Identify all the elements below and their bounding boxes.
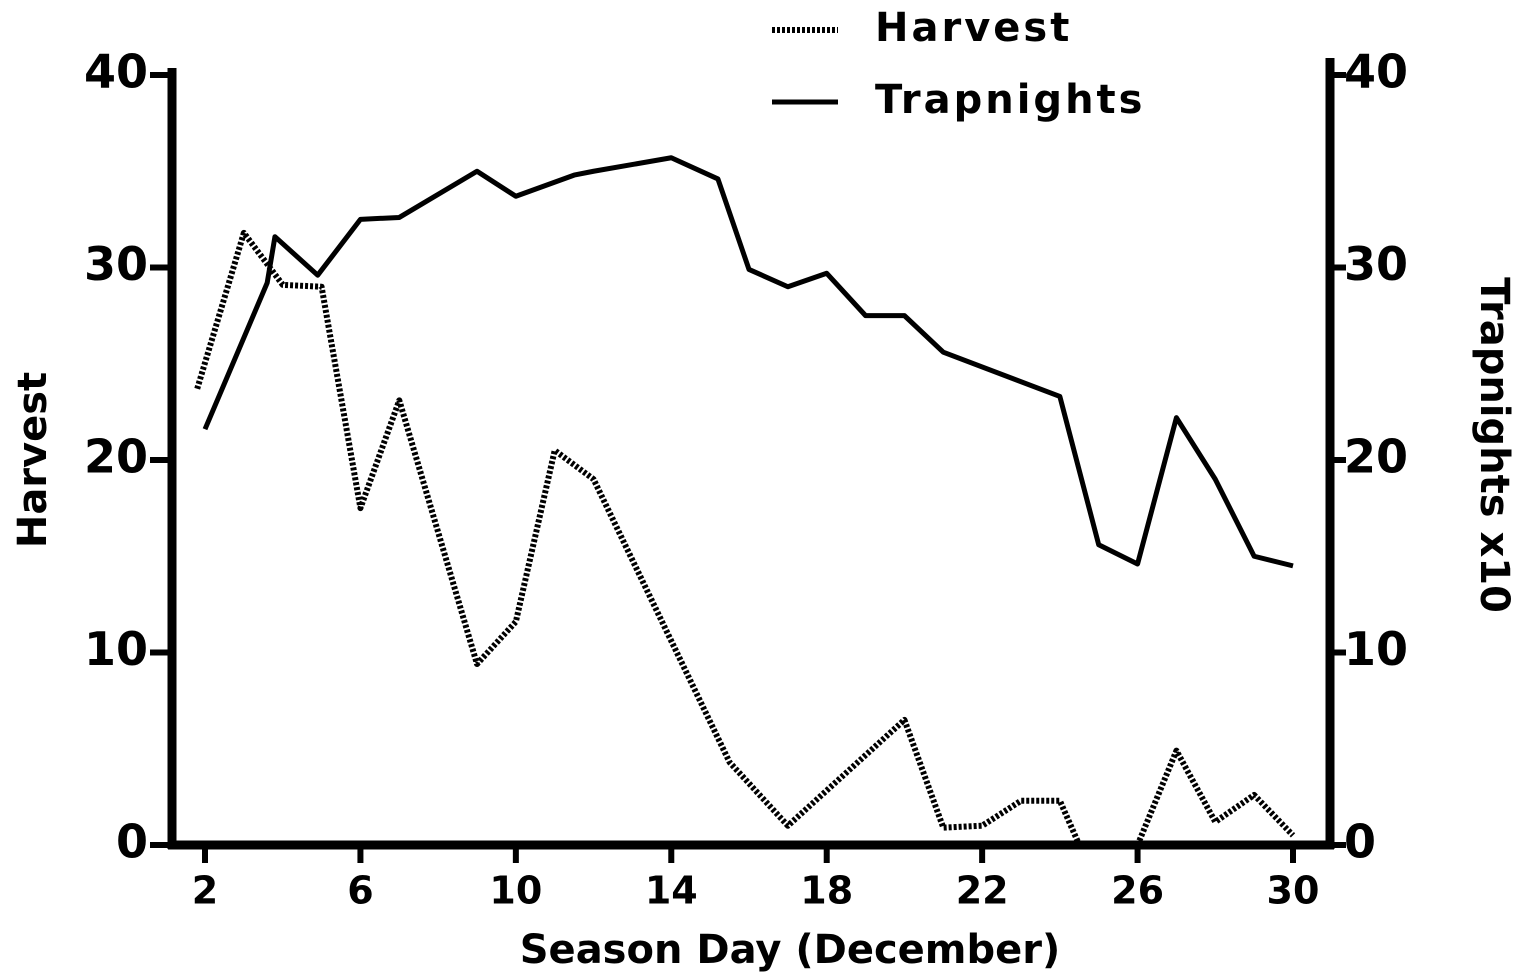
y2-axis-label: Trapnights x10 [1471,277,1517,613]
x-tick-label: 6 [347,869,373,913]
y2-tick-label: 10 [1344,622,1408,676]
y2-tick-label: 20 [1344,430,1408,484]
x-tick-label: 26 [1111,869,1164,913]
legend-label: Harvest [875,5,1072,51]
x-tick-label: 2 [192,869,218,913]
y-tick-label: 10 [84,622,148,676]
legend-label: Trapnights [875,77,1145,123]
x-axis-label: Season Day (December) [520,927,1061,973]
x-tick-label: 18 [800,869,853,913]
x-tick-label: 22 [956,869,1009,913]
series-line [194,229,1296,848]
y-tick-label: 0 [116,815,148,869]
x-tick-label: 10 [489,869,542,913]
y-tick-label: 30 [84,237,148,291]
y-axis-label: Harvest [10,372,56,548]
series-line [202,155,1294,569]
x-tick-label: 30 [1267,869,1320,913]
x-tick-label: 14 [645,869,698,913]
y2-tick-label: 30 [1344,237,1408,291]
y-tick-label: 20 [84,430,148,484]
y2-tick-label: 0 [1344,815,1376,869]
y-tick-label: 40 [84,45,148,99]
y2-tick-label: 40 [1344,45,1408,99]
